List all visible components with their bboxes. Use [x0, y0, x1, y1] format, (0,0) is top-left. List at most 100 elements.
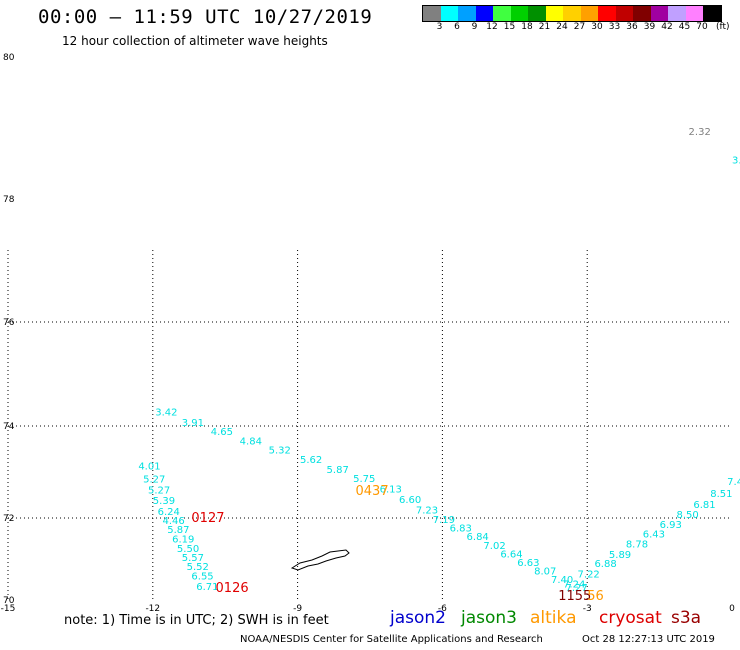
- color-scale-tick: 36: [626, 22, 638, 32]
- color-swatch: [685, 6, 703, 21]
- wave-height-value: 7.02: [483, 541, 505, 552]
- color-scale-tick: 3: [436, 22, 443, 32]
- wave-height-value: 8.51: [710, 489, 732, 500]
- wave-height-value: 6.83: [450, 524, 472, 535]
- legend-item-altika: altika: [530, 608, 577, 628]
- wave-height-value: 4.65: [211, 427, 233, 438]
- track-c: 4.015.275.275.396.244.465.876.195.505.57…: [138, 462, 218, 593]
- wave-height-value: 6.55: [191, 572, 213, 583]
- footer-timestamp: Oct 28 12:27:13 UTC 2019: [582, 634, 715, 645]
- latitude-tick-label: 76: [3, 318, 15, 328]
- track-a: 3.42 3.91 4.65 4.84 5.32 5.62 5.87 5.75 6.136.60…: [155, 408, 588, 594]
- track-b: 7.247.226.885.898.786.436.938.506.818.51…: [563, 466, 740, 590]
- wave-height-value: 6.71: [196, 582, 218, 593]
- wave-height-value: 7.27: [565, 583, 587, 594]
- wave-height-value: 5.39: [153, 496, 175, 507]
- color-scale-tick: 27: [573, 22, 586, 32]
- wave-height-value: 5.89: [609, 550, 631, 561]
- wave-height-value: 5.87: [167, 525, 189, 536]
- pass-time-label: 0127: [191, 511, 224, 526]
- wave-height-value: 6.88: [594, 559, 616, 570]
- color-swatch: [475, 6, 493, 21]
- wave-height-value: 6.63: [517, 558, 539, 569]
- wave-height-value: 7.24: [563, 580, 585, 591]
- pass-time-label: 1155: [558, 589, 591, 604]
- wave-height-value: 7.19: [433, 515, 455, 526]
- wave-height-value: 8.78: [626, 540, 648, 551]
- longitude-tick-label: -12: [145, 604, 160, 614]
- pass-time-label: 0437: [356, 484, 389, 499]
- color-swatch: [563, 6, 581, 21]
- color-swatch: [580, 6, 598, 21]
- wave-height-value: 5.87: [327, 465, 349, 476]
- latitude-tick-label: 72: [3, 514, 14, 524]
- wave-height-value: 5.27: [143, 475, 165, 486]
- color-scale-tick: 12: [486, 22, 498, 32]
- axis-labels: -15 -12 -9 -6 -3 0 80 78 76 74 72 70: [1, 53, 735, 614]
- longitude-tick-label: -15: [1, 604, 16, 614]
- color-scale-tick: 45: [678, 22, 691, 32]
- footer-credit: NOAA/NESDIS Center for Satellite Applica…: [240, 634, 543, 645]
- color-swatch: [703, 6, 721, 21]
- color-swatch: [440, 6, 458, 21]
- color-scale-tick: 30: [591, 22, 603, 32]
- color-scale-tick: 18: [521, 22, 533, 32]
- color-swatch: [633, 6, 651, 21]
- color-swatch: [423, 6, 441, 21]
- longitude-tick-label: -6: [438, 604, 447, 614]
- color-scale-tick: 6: [454, 22, 460, 32]
- color-scale-tick: 42: [661, 22, 673, 32]
- color-scale-bar: [422, 5, 722, 22]
- satellite-tracks: 3.42 3.91 4.65 4.84 5.32 5.62 5.87 5.75 6.136.60…: [138, 408, 740, 594]
- color-swatch: [650, 6, 668, 21]
- pass-time-label: 0126: [216, 581, 249, 596]
- color-scale-tick: 33: [608, 22, 621, 32]
- page-title: 00:00 – 11:59 UTC 10/27/2019: [38, 6, 373, 28]
- color-scale-unit: (ft): [716, 22, 730, 32]
- wave-height-value: 5.52: [187, 562, 209, 573]
- color-scale-tick: 39: [643, 22, 656, 32]
- wave-height-value: 5.57: [182, 553, 204, 564]
- color-swatch: [668, 6, 686, 21]
- wave-height-value: 3.: [732, 156, 740, 167]
- wave-height-value: 5.50: [177, 544, 199, 555]
- color-scale-tick: 70: [696, 22, 708, 32]
- wave-height-value: 8.50: [676, 510, 698, 521]
- longitude-tick-label: 0: [729, 604, 735, 614]
- color-swatch: [598, 6, 616, 21]
- color-scale-tick: 9: [471, 22, 478, 32]
- wave-height-value: 5.32: [269, 446, 291, 457]
- wave-height-value: 4.46: [162, 516, 184, 527]
- wave-height-value: 2.32: [689, 127, 711, 138]
- legend-item-jason3: jason3: [461, 608, 517, 628]
- wave-height-value: 3.91: [182, 418, 204, 429]
- color-swatch: [493, 6, 511, 21]
- wave-height-value: 7.23: [416, 505, 438, 516]
- color-swatch: [528, 6, 546, 21]
- wave-height-value: 4.01: [138, 462, 160, 473]
- legend-item-jason2: jason2: [390, 608, 446, 628]
- legend-note: note: 1) Time is in UTC; 2) SWH is in fe…: [64, 613, 329, 628]
- wave-height-value: 5.75: [353, 474, 375, 485]
- color-scale-tick: 24: [556, 22, 568, 32]
- color-swatch: [545, 6, 563, 21]
- wave-height-value: 6.93: [660, 520, 682, 531]
- color-scale-tick: 15: [503, 22, 516, 32]
- wave-height-value: 8.07: [534, 567, 556, 578]
- color-scale-tick: 21: [538, 22, 551, 32]
- wave-height-value: 6.24: [158, 507, 180, 518]
- wave-height-value: 6.81: [693, 500, 715, 511]
- wave-height-value: 6.13: [380, 485, 402, 496]
- wave-height-value: 6.60: [399, 495, 421, 506]
- wave-height-value: 3.42: [155, 408, 177, 419]
- legend-item-cryosat: cryosat: [599, 608, 662, 628]
- wave-height-value: 7.45: [727, 477, 740, 488]
- longitude-tick-label: -9: [293, 604, 302, 614]
- pass-time-label: 56: [587, 589, 604, 604]
- latitude-tick-label: 80: [3, 53, 15, 63]
- wave-height-value: 7.40: [551, 575, 573, 586]
- wave-height-value: 6.19: [172, 535, 194, 546]
- latitude-tick-label: 70: [3, 596, 15, 606]
